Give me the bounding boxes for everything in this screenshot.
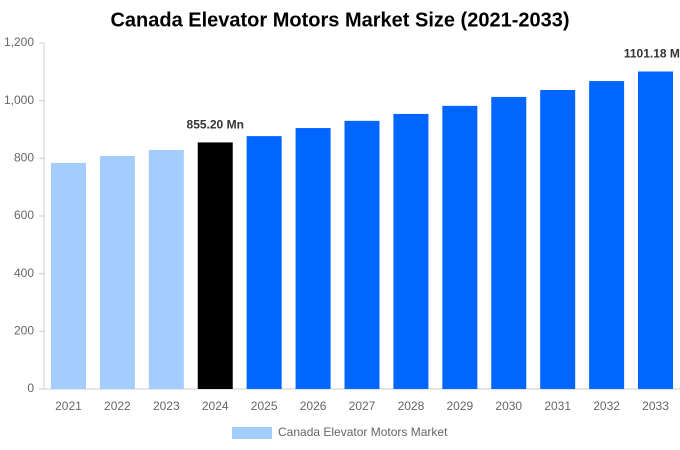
bar <box>295 128 331 389</box>
x-tick-label: 2032 <box>593 399 620 413</box>
x-tick-label: 2024 <box>202 399 229 413</box>
bar <box>197 142 233 389</box>
x-tick-label: 2022 <box>104 399 131 413</box>
x-tick-label: 2029 <box>446 399 473 413</box>
x-tick-label: 2025 <box>251 399 278 413</box>
bar <box>540 89 576 389</box>
bar <box>246 136 282 389</box>
x-tick-label: 2028 <box>398 399 425 413</box>
y-tick-label: 1,000 <box>4 93 34 107</box>
bar <box>589 81 625 389</box>
bar <box>442 105 478 390</box>
value-label: 1101.18 Mn <box>624 47 680 61</box>
bar <box>99 156 135 389</box>
y-tick-label: 400 <box>14 266 34 280</box>
x-tick-label: 2030 <box>495 399 522 413</box>
chart-title: Canada Elevator Motors Market Size (2021… <box>110 9 569 31</box>
bar <box>344 120 380 389</box>
bar <box>491 96 527 389</box>
x-tick-label: 2033 <box>642 399 669 413</box>
x-tick-label: 2027 <box>349 399 376 413</box>
x-tick-label: 2023 <box>153 399 180 413</box>
x-tick-label: 2021 <box>55 399 82 413</box>
y-tick-label: 1,200 <box>4 35 34 49</box>
x-tick-label: 2031 <box>544 399 571 413</box>
y-tick-label: 0 <box>27 381 34 395</box>
legend-swatch <box>232 427 272 439</box>
legend-label: Canada Elevator Motors Market <box>278 425 448 439</box>
y-tick-label: 800 <box>14 151 34 165</box>
bar <box>50 162 86 389</box>
y-tick-label: 600 <box>14 208 34 222</box>
bar <box>393 113 429 390</box>
y-tick-label: 200 <box>14 324 34 338</box>
x-tick-label: 2026 <box>300 399 327 413</box>
bar <box>148 149 184 389</box>
bar <box>638 71 674 389</box>
value-label: 855.20 Mn <box>187 118 244 132</box>
